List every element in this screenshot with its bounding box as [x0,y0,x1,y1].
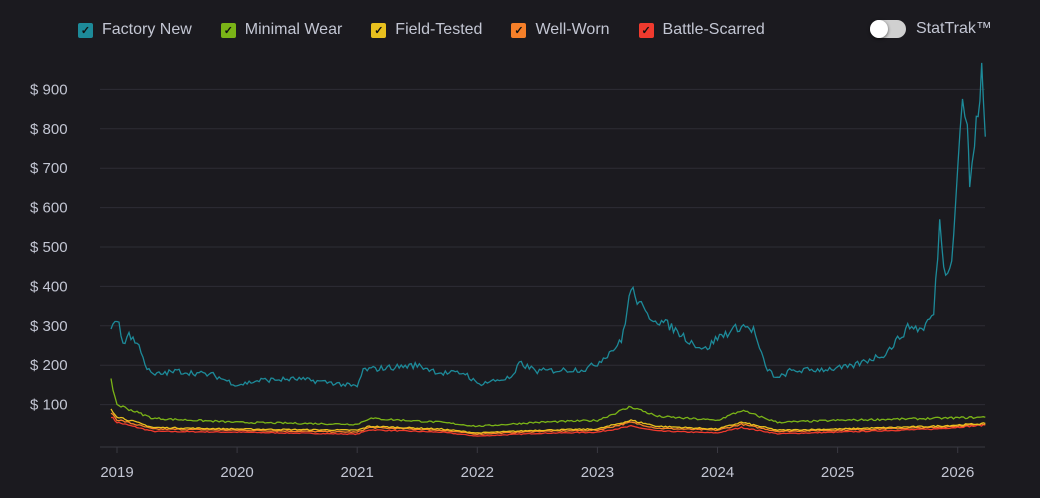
x-tick-label: 2025 [821,464,854,481]
x-tick-label: 2022 [461,464,494,481]
legend: ✓ Factory New ✓ Minimal Wear ✓ Field-Tested… [78,21,794,39]
legend-battle-scarred[interactable]: ✓ Battle-Scarred [638,21,765,39]
legend-field-tested[interactable]: ✓ Field-Tested [371,21,482,39]
toggle-track[interactable] [870,20,906,38]
series-line-factory-new [110,62,986,388]
x-tick-label: 2019 [100,464,133,481]
x-tick-label: 2023 [581,464,614,481]
y-tick-label: $ 100 [30,397,68,414]
series-line-minimal-wear [110,378,986,428]
x-tick-label: 2026 [941,464,974,481]
x-tick-label: 2024 [701,464,734,481]
y-tick-label: $ 300 [30,318,68,335]
checkbox-icon: ✓ [638,22,654,38]
stattrak-toggle[interactable]: StatTrak™ [870,20,992,38]
legend-minimal-wear[interactable]: ✓ Minimal Wear [220,21,342,39]
series-line-field-tested [110,408,986,434]
legend-factory-new[interactable]: ✓ Factory New [78,21,192,39]
y-tick-label: $ 700 [30,160,68,177]
y-tick-label: $ 800 [30,121,68,138]
toggle-knob [870,20,888,38]
checkbox-icon: ✓ [220,22,236,38]
y-tick-label: $ 600 [30,200,68,217]
series-line-well-worn [110,412,986,436]
y-tick-label: $ 500 [30,239,68,256]
x-tick-label: 2020 [220,464,253,481]
y-tick-label: $ 200 [30,357,68,374]
y-tick-label: $ 400 [30,278,68,295]
legend-well-worn[interactable]: ✓ Well-Worn [511,21,610,39]
checkbox-icon: ✓ [78,22,93,38]
series-line-battle-scarred [111,416,986,437]
y-tick-label: $ 900 [30,81,68,98]
checkbox-icon: ✓ [371,22,387,38]
checkbox-icon: ✓ [511,22,527,38]
x-tick-label: 2021 [341,464,374,481]
